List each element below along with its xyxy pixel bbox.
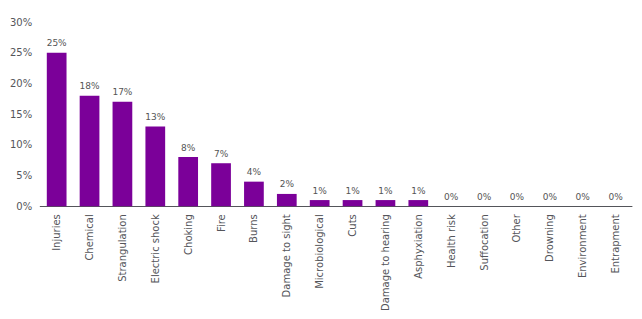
svg-text:Health risk: Health risk [446, 214, 457, 268]
svg-text:Chemical: Chemical [84, 214, 95, 260]
svg-text:0%: 0% [16, 201, 32, 212]
svg-text:8%: 8% [181, 143, 196, 153]
svg-text:Electric shock: Electric shock [150, 214, 161, 283]
svg-text:30%: 30% [10, 17, 32, 28]
svg-text:25%: 25% [10, 47, 32, 58]
svg-text:18%: 18% [80, 81, 100, 91]
svg-text:Strangulation: Strangulation [117, 214, 128, 282]
svg-text:13%: 13% [145, 112, 165, 122]
svg-text:Choking: Choking [183, 214, 194, 255]
svg-text:2%: 2% [280, 179, 295, 189]
svg-text:0%: 0% [576, 192, 591, 202]
svg-text:20%: 20% [10, 78, 32, 89]
svg-text:5%: 5% [16, 170, 32, 181]
svg-text:Asphyxiation: Asphyxiation [413, 214, 424, 279]
svg-text:Other: Other [511, 213, 522, 242]
svg-text:1%: 1% [345, 186, 360, 196]
svg-text:Damage to hearing: Damage to hearing [380, 214, 391, 311]
svg-text:1%: 1% [313, 186, 328, 196]
svg-text:Drowning: Drowning [544, 214, 555, 262]
svg-text:10%: 10% [10, 139, 32, 150]
svg-text:1%: 1% [378, 186, 393, 196]
svg-text:Microbiological: Microbiological [314, 214, 325, 289]
svg-text:15%: 15% [10, 109, 32, 120]
svg-text:0%: 0% [510, 192, 525, 202]
svg-text:Cuts: Cuts [347, 214, 358, 236]
svg-text:0%: 0% [608, 192, 623, 202]
svg-text:Environment: Environment [577, 214, 588, 278]
svg-text:0%: 0% [543, 192, 558, 202]
svg-text:0%: 0% [477, 192, 492, 202]
svg-text:Suffocation: Suffocation [479, 214, 490, 270]
svg-text:Fire: Fire [216, 214, 227, 232]
svg-text:Damage to sight: Damage to sight [281, 214, 292, 297]
svg-text:1%: 1% [411, 186, 426, 196]
svg-text:4%: 4% [247, 167, 262, 177]
svg-text:Burns: Burns [248, 214, 259, 243]
svg-text:0%: 0% [444, 192, 459, 202]
svg-text:Entrapment: Entrapment [610, 214, 621, 273]
svg-text:Injuries: Injuries [51, 214, 62, 251]
svg-text:17%: 17% [112, 87, 132, 97]
svg-text:25%: 25% [47, 38, 67, 48]
svg-text:7%: 7% [214, 149, 229, 159]
